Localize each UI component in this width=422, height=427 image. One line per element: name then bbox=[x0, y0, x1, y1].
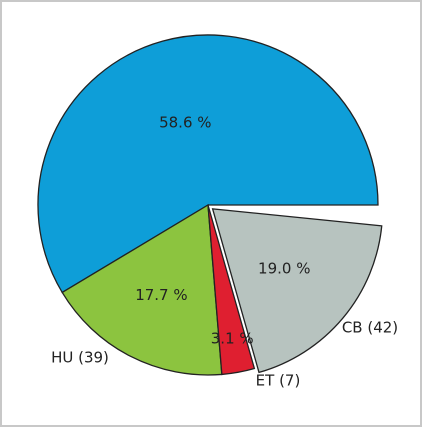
slice-value-label: 17.7 % bbox=[135, 286, 187, 304]
slice-category-label: CB (42) bbox=[342, 319, 398, 337]
pie-slice bbox=[37, 34, 379, 294]
slice-category-label: HU (39) bbox=[51, 349, 109, 367]
slice-value-label: 19.0 % bbox=[258, 259, 310, 277]
pie-slice bbox=[61, 203, 223, 376]
pie-slice bbox=[211, 208, 383, 374]
slice-category-label: ET (7) bbox=[256, 372, 301, 390]
slice-value-label: 3.1 % bbox=[211, 329, 254, 347]
slice-value-label: 58.6 % bbox=[159, 114, 211, 132]
pie-slice bbox=[207, 204, 256, 376]
